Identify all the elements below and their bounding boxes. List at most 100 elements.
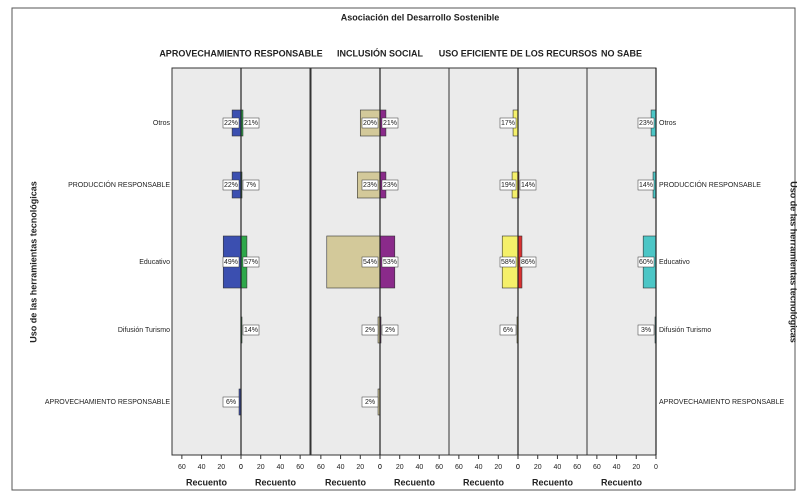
category-label: PRODUCCIÓN RESPONSABLE <box>68 180 170 189</box>
data-label: 58% <box>501 259 515 266</box>
panel-title: USO EFICIENTE DE LOS RECURSOS <box>439 48 598 58</box>
label-box <box>381 256 399 268</box>
x-tick-label: 60 <box>317 464 325 471</box>
data-label: 49% <box>224 259 238 266</box>
x-tick-label: 0 <box>378 464 382 471</box>
label-box <box>361 179 379 191</box>
x-tick-label: 40 <box>475 464 483 471</box>
label-box <box>381 324 399 336</box>
category-label: PRODUCCIÓN RESPONSABLE <box>659 180 761 189</box>
label-box <box>361 396 379 408</box>
label-box <box>242 117 260 129</box>
x-axis-label: Recuento <box>186 477 228 487</box>
data-label: 19% <box>501 182 515 189</box>
x-tick-label: 0 <box>516 464 520 471</box>
label-box <box>222 179 240 191</box>
x-tick-label: 40 <box>613 464 621 471</box>
x-tick-label: 40 <box>198 464 206 471</box>
data-label: 86% <box>521 259 535 266</box>
category-label: Difusión Turismo <box>118 327 170 334</box>
label-box <box>242 179 260 191</box>
label-box <box>361 324 379 336</box>
data-label: 6% <box>503 327 513 334</box>
x-tick-label: 40 <box>416 464 424 471</box>
data-label: 23% <box>363 182 377 189</box>
label-box <box>381 179 399 191</box>
x-tick-label: 20 <box>396 464 404 471</box>
x-tick-label: 40 <box>554 464 562 471</box>
x-tick-label: 0 <box>516 464 520 471</box>
data-label: 14% <box>639 182 653 189</box>
data-label: 14% <box>521 182 535 189</box>
y-axis-label: Uso de las herramientas tecnológicas <box>28 181 38 343</box>
data-label: 23% <box>383 182 397 189</box>
label-box <box>637 117 655 129</box>
label-box <box>222 396 240 408</box>
category-label: Educativo <box>139 259 170 266</box>
label-box <box>242 324 260 336</box>
x-axis-label: Recuento <box>463 477 505 487</box>
data-label: 22% <box>224 120 238 127</box>
x-axis-label: Recuento <box>325 477 367 487</box>
data-label: 2% <box>365 399 375 406</box>
label-box <box>499 179 517 191</box>
panel-title: APROVECHAMIENTO RESPONSABLE <box>159 48 322 58</box>
category-label: Otros <box>659 120 677 127</box>
label-box <box>361 117 379 129</box>
data-label: 6% <box>226 399 236 406</box>
x-tick-label: 20 <box>534 464 542 471</box>
category-label: Difusión Turismo <box>659 327 711 334</box>
x-tick-label: 40 <box>337 464 345 471</box>
label-box <box>381 117 399 129</box>
category-label: APROVECHAMIENTO RESPONSABLE <box>659 399 784 406</box>
data-label: 14% <box>244 327 258 334</box>
data-label: 21% <box>244 120 258 127</box>
chart-title: Asociación del Desarrollo Sostenible <box>341 12 500 22</box>
x-tick-label: 60 <box>296 464 304 471</box>
x-axis-label: Recuento <box>394 477 436 487</box>
data-label: 53% <box>383 259 397 266</box>
data-label: 21% <box>383 120 397 127</box>
x-tick-label: 20 <box>257 464 265 471</box>
x-axis-label: Recuento <box>601 477 643 487</box>
data-label: 2% <box>365 327 375 334</box>
x-tick-label: 20 <box>632 464 640 471</box>
x-tick-label: 60 <box>573 464 581 471</box>
label-box <box>499 117 517 129</box>
data-label: 57% <box>244 259 258 266</box>
x-tick-label: 60 <box>435 464 443 471</box>
panel-title: INCLUSIÓN SOCIAL <box>337 47 424 58</box>
x-tick-label: 20 <box>356 464 364 471</box>
data-label: 23% <box>639 120 653 127</box>
label-box <box>637 324 655 336</box>
label-box <box>499 324 517 336</box>
panel-title: NO SABE <box>601 48 642 58</box>
category-label: APROVECHAMIENTO RESPONSABLE <box>45 399 170 406</box>
y-axis-label: Uso de las herramientas tecnológicas <box>789 181 799 343</box>
data-label: 3% <box>641 327 651 334</box>
x-tick-label: 20 <box>494 464 502 471</box>
data-label: 60% <box>639 259 653 266</box>
label-box <box>519 179 537 191</box>
label-box <box>637 256 655 268</box>
data-label: 22% <box>224 182 238 189</box>
x-tick-label: 40 <box>277 464 285 471</box>
x-tick-label: 0 <box>239 464 243 471</box>
category-label: Otros <box>153 120 171 127</box>
x-tick-label: 20 <box>217 464 225 471</box>
x-tick-label: 60 <box>455 464 463 471</box>
x-tick-label: 0 <box>239 464 243 471</box>
data-label: 7% <box>246 182 256 189</box>
label-box <box>222 256 240 268</box>
x-tick-label: 0 <box>654 464 658 471</box>
data-label: 54% <box>363 259 377 266</box>
label-box <box>361 256 379 268</box>
label-box <box>637 179 655 191</box>
data-label: 2% <box>385 327 395 334</box>
x-axis-label: Recuento <box>255 477 297 487</box>
label-box <box>519 256 537 268</box>
label-box <box>242 256 260 268</box>
label-box <box>499 256 517 268</box>
x-axis-label: Recuento <box>532 477 574 487</box>
